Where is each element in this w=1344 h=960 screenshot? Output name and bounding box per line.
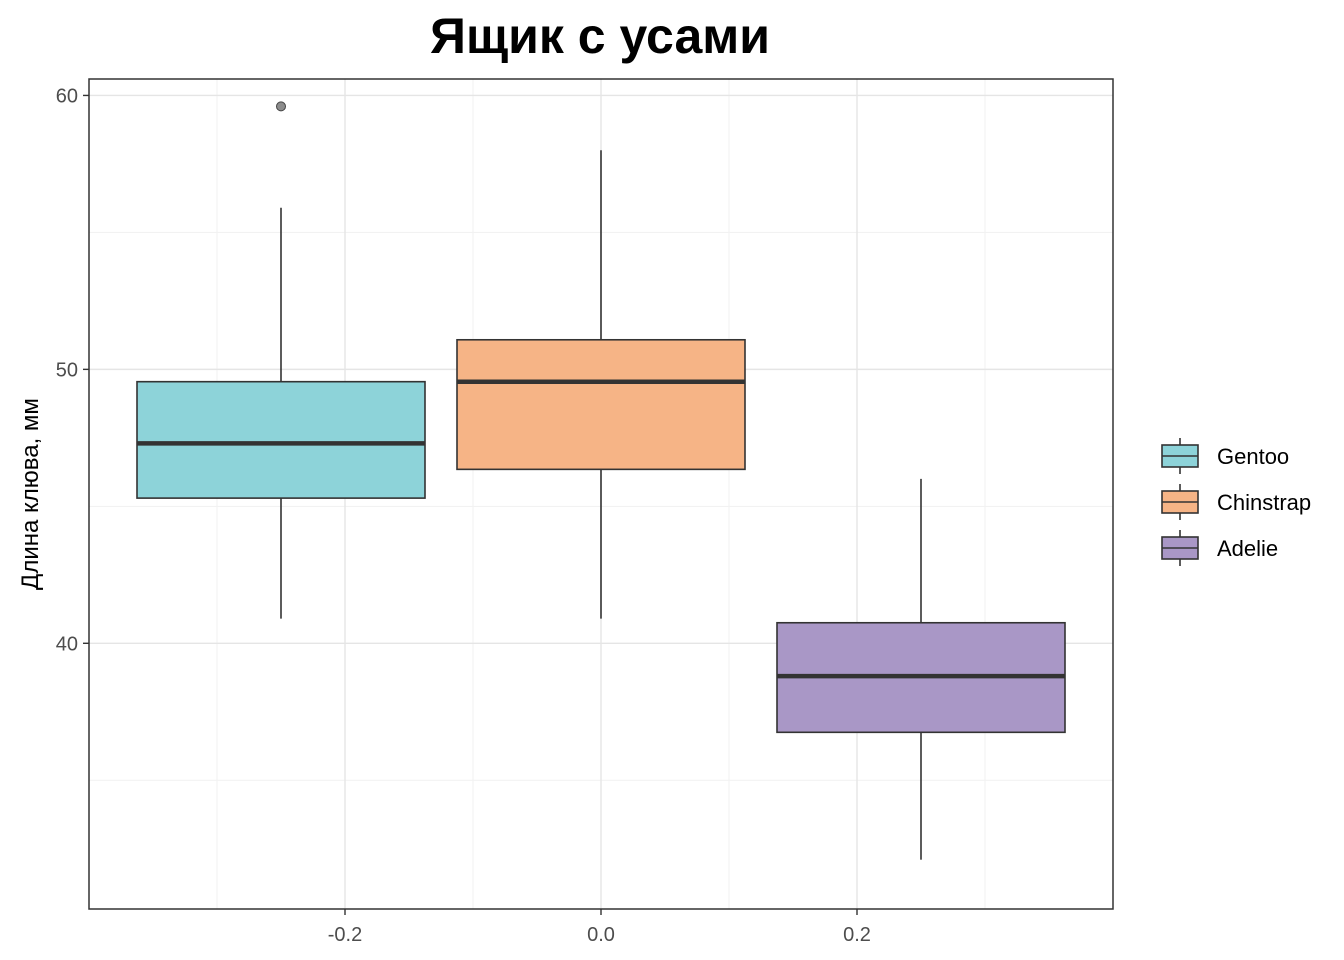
legend-item-chinstrap: Chinstrap — [1161, 484, 1311, 520]
x-tick-label: 0.0 — [587, 924, 615, 946]
box-gentoo — [136, 101, 426, 619]
y-tick-label: 40 — [56, 633, 78, 655]
y-axis-title: Длина клюва, мм — [17, 398, 44, 590]
iqr-box — [456, 338, 746, 471]
legend-item-gentoo: Gentoo — [1161, 438, 1289, 474]
box-adelie — [776, 478, 1066, 860]
x-tick-label: -0.2 — [328, 924, 362, 946]
outlier-point — [276, 101, 286, 112]
y-tick-label: 60 — [56, 85, 78, 107]
legend-label: Chinstrap — [1217, 490, 1311, 515]
box-chinstrap — [456, 150, 746, 619]
legend-label: Adelie — [1217, 536, 1278, 561]
chart-title: Ящик с усами — [430, 8, 770, 64]
legend-item-adelie: Adelie — [1161, 530, 1278, 566]
boxes — [136, 101, 1066, 860]
y-tick-label: 50 — [56, 359, 78, 381]
legend: Gentoo Chinstrap Adelie — [1161, 438, 1311, 566]
axis-ticks: 40 50 60 -0.2 0.0 0.2 — [56, 85, 871, 946]
legend-label: Gentoo — [1217, 444, 1289, 469]
iqr-box — [136, 380, 426, 499]
x-tick-label: 0.2 — [843, 924, 871, 946]
